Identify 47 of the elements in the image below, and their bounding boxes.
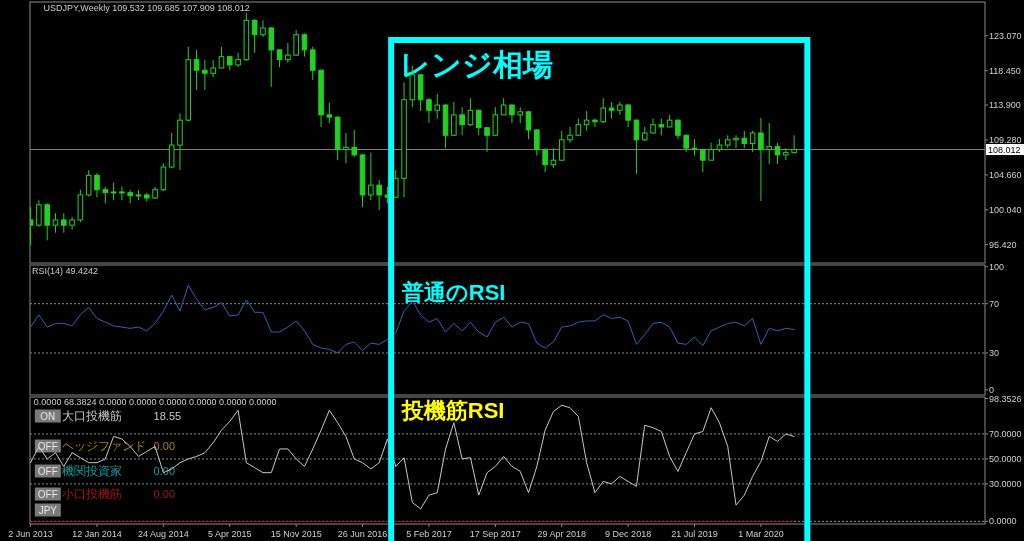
x-tick-label: 12 Jan 2014 <box>72 529 122 539</box>
y-tick-label: 109.280 <box>989 134 1022 145</box>
y-tick-label: 123.070 <box>989 30 1022 41</box>
y-tick-label: 0.0000 <box>989 516 1017 527</box>
y-tick-label: 98.3526 <box>989 393 1022 404</box>
y-tick-label: 95.420 <box>989 239 1017 250</box>
y-tick-label: 118.450 <box>989 65 1021 76</box>
annotation: 普通のRSI <box>400 279 506 305</box>
y-tick-label: 104.660 <box>989 169 1022 180</box>
y-tick-label: 30 <box>989 347 1000 358</box>
x-tick-label: 5 Apr 2015 <box>208 529 252 539</box>
annotation: USDJPY,Weekly 109.532 109.685 107.909 108.012 <box>43 3 250 13</box>
annotation: 投機筋RSI <box>400 397 505 423</box>
y-tick-label: 50.0000 <box>989 453 1022 464</box>
annotation: 18.55 <box>153 410 182 422</box>
y-tick-label: 113.900 <box>989 100 1021 111</box>
annotation: RSI(14) 49.4242 <box>31 266 98 276</box>
x-tick-label: 1 Mar 2020 <box>738 529 784 539</box>
x-tick-label: 9 Dec 2018 <box>605 529 652 539</box>
y-tick-label: 70 <box>989 298 1000 309</box>
y-tick-label: 30.0000 <box>989 478 1022 489</box>
annotation: ON <box>40 410 56 422</box>
annotation: OFF <box>37 440 58 452</box>
annotation: 0.00 <box>153 465 176 477</box>
annotation: 小口投機筋 <box>61 487 122 501</box>
x-tick-label: 26 Jun 2016 <box>337 529 388 539</box>
annotation: 大口投機筋 <box>61 409 122 423</box>
annotation: 機関投資家 <box>61 464 122 478</box>
y-tick-label: 100 <box>989 261 1005 272</box>
x-tick-label: 21 Jul 2019 <box>671 529 718 539</box>
x-tick-label: 29 Apr 2018 <box>537 529 587 539</box>
annotation: OFF <box>37 488 58 500</box>
annotation: 0.00 <box>153 488 176 500</box>
annotation: レンジ相場 <box>399 47 553 81</box>
annotation: 0.0000 68.3824 0.0000 0.0000 0.0000 0.0000 0.0000 0.0000 <box>33 397 277 407</box>
x-tick-label: 15 Nov 2015 <box>270 529 322 539</box>
ref-line-label: 108.012 <box>988 144 1021 155</box>
y-tick-label: 0 <box>989 384 995 395</box>
y-tick-label: 70.0000 <box>989 428 1022 439</box>
x-tick-label: 24 Aug 2014 <box>138 529 189 539</box>
x-tick-label: 5 Feb 2017 <box>406 529 452 539</box>
annotation: OFF <box>37 465 58 477</box>
annotation: 0.00 <box>153 440 176 452</box>
x-tick-label: 2 Jun 2013 <box>8 529 53 539</box>
annotation: JPY <box>38 504 58 516</box>
y-tick-label: 100.040 <box>989 204 1022 215</box>
x-tick-label: 17 Sep 2017 <box>469 529 521 539</box>
